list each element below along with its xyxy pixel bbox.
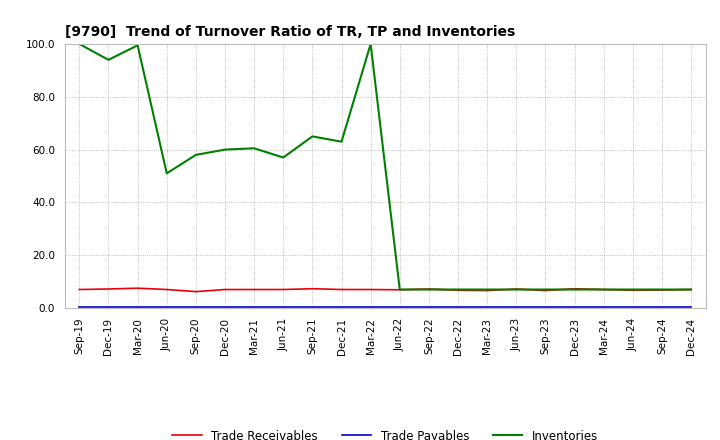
Trade Receivables	[220, 287, 229, 292]
Trade Payables	[599, 304, 608, 310]
Trade Payables	[104, 304, 113, 310]
Trade Receivables	[308, 286, 317, 291]
Text: [9790]  Trend of Turnover Ratio of TR, TP and Inventories: [9790] Trend of Turnover Ratio of TR, TP…	[65, 25, 515, 39]
Trade Payables	[541, 304, 550, 310]
Inventories	[337, 139, 346, 144]
Inventories	[75, 41, 84, 47]
Inventories	[220, 147, 229, 152]
Trade Receivables	[541, 288, 550, 293]
Trade Receivables	[163, 287, 171, 292]
Trade Payables	[629, 304, 637, 310]
Trade Receivables	[75, 287, 84, 292]
Inventories	[657, 287, 666, 292]
Inventories	[163, 171, 171, 176]
Inventories	[483, 287, 492, 292]
Trade Payables	[133, 304, 142, 310]
Trade Receivables	[425, 286, 433, 292]
Inventories	[541, 287, 550, 292]
Trade Payables	[279, 304, 287, 310]
Inventories	[133, 43, 142, 48]
Legend: Trade Receivables, Trade Payables, Inventories: Trade Receivables, Trade Payables, Inven…	[168, 425, 603, 440]
Trade Receivables	[599, 287, 608, 292]
Trade Payables	[75, 304, 84, 310]
Trade Payables	[366, 304, 375, 310]
Inventories	[425, 287, 433, 292]
Trade Payables	[454, 304, 462, 310]
Trade Receivables	[687, 287, 696, 292]
Trade Payables	[220, 304, 229, 310]
Inventories	[366, 41, 375, 47]
Trade Payables	[687, 304, 696, 310]
Trade Payables	[337, 304, 346, 310]
Trade Payables	[250, 304, 258, 310]
Inventories	[104, 57, 113, 62]
Line: Inventories: Inventories	[79, 44, 691, 290]
Trade Receivables	[250, 287, 258, 292]
Trade Receivables	[192, 289, 200, 294]
Inventories	[395, 287, 404, 292]
Trade Payables	[512, 304, 521, 310]
Trade Receivables	[512, 286, 521, 292]
Inventories	[454, 287, 462, 292]
Trade Receivables	[104, 286, 113, 292]
Line: Trade Receivables: Trade Receivables	[79, 288, 691, 292]
Trade Receivables	[366, 287, 375, 292]
Trade Receivables	[133, 286, 142, 291]
Trade Payables	[192, 304, 200, 310]
Inventories	[687, 287, 696, 292]
Trade Receivables	[454, 288, 462, 293]
Trade Payables	[425, 304, 433, 310]
Trade Receivables	[657, 287, 666, 293]
Trade Payables	[163, 304, 171, 310]
Inventories	[599, 287, 608, 292]
Trade Payables	[483, 304, 492, 310]
Trade Receivables	[570, 286, 579, 291]
Inventories	[629, 287, 637, 292]
Inventories	[308, 134, 317, 139]
Trade Receivables	[279, 287, 287, 292]
Trade Receivables	[629, 288, 637, 293]
Trade Payables	[570, 304, 579, 310]
Inventories	[250, 146, 258, 151]
Inventories	[192, 152, 200, 158]
Trade Payables	[308, 304, 317, 310]
Inventories	[279, 155, 287, 160]
Trade Payables	[395, 304, 404, 310]
Trade Receivables	[483, 288, 492, 293]
Trade Receivables	[337, 287, 346, 292]
Trade Receivables	[395, 287, 404, 293]
Inventories	[512, 287, 521, 292]
Inventories	[570, 287, 579, 292]
Trade Payables	[657, 304, 666, 310]
